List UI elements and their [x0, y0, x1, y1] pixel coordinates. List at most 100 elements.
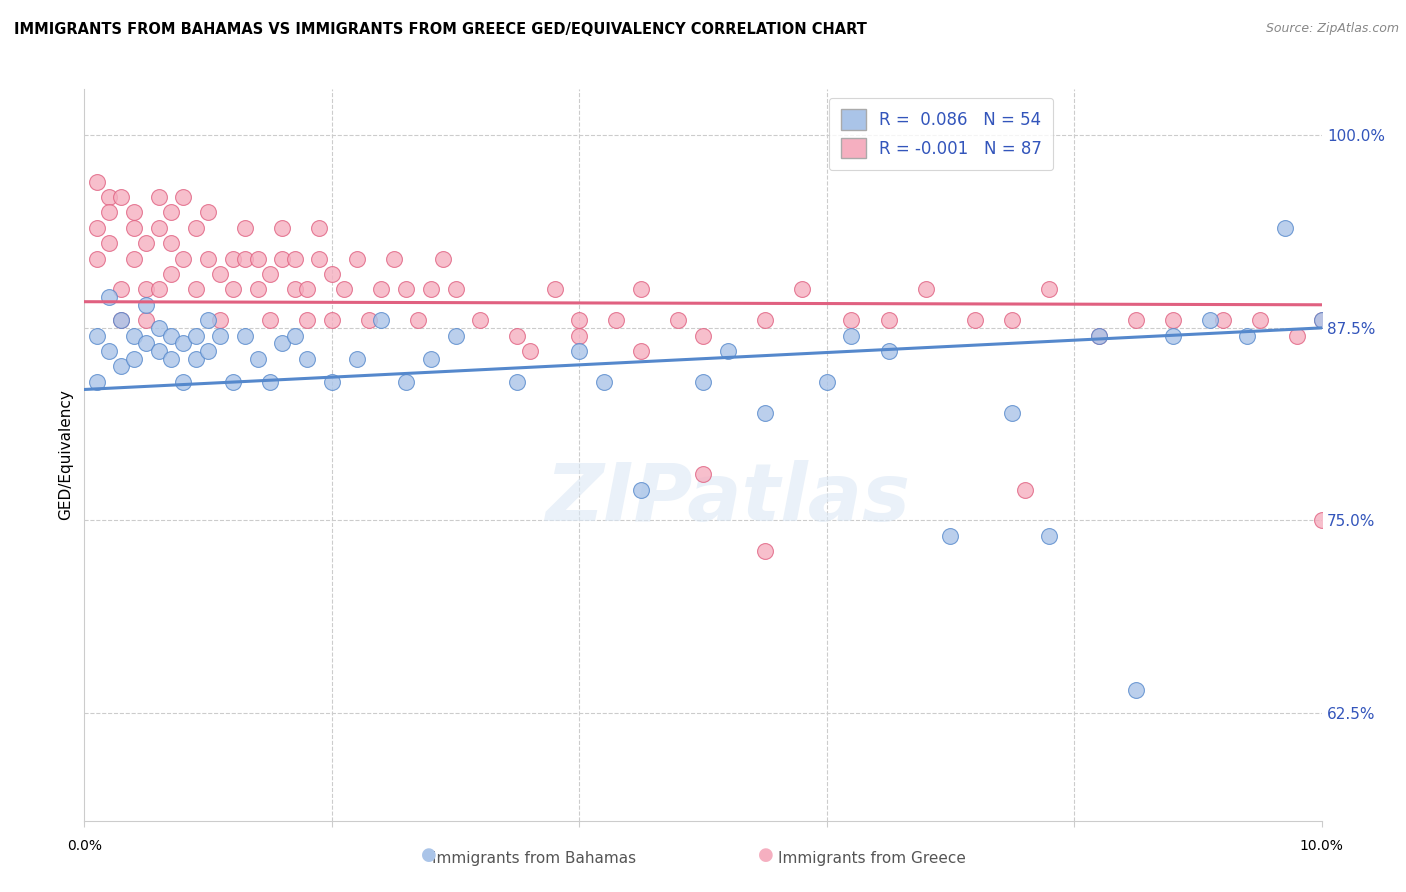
Point	[284, 252, 307, 266]
Point	[543, 282, 565, 296]
Point	[630, 282, 652, 296]
Point	[1310, 513, 1333, 527]
Point	[370, 313, 392, 327]
Point	[86, 175, 108, 189]
Point	[321, 375, 343, 389]
Point	[160, 205, 183, 219]
Point	[630, 343, 652, 358]
Point	[321, 267, 343, 281]
Point	[939, 529, 962, 543]
Point	[506, 328, 529, 343]
Point	[184, 220, 207, 235]
Point	[408, 313, 430, 327]
Point	[382, 252, 405, 266]
Point	[1038, 529, 1060, 543]
Point	[135, 336, 157, 351]
Point	[122, 328, 145, 343]
Point	[98, 290, 121, 304]
Point	[605, 313, 627, 327]
Point	[246, 282, 269, 296]
Point	[122, 205, 145, 219]
Point	[222, 252, 245, 266]
Point	[841, 313, 863, 327]
Point	[135, 236, 157, 251]
Point	[1125, 313, 1147, 327]
Point	[172, 375, 194, 389]
Point	[444, 328, 467, 343]
Point	[419, 282, 441, 296]
Point	[1236, 328, 1258, 343]
Point	[419, 351, 441, 366]
Point	[965, 313, 987, 327]
Text: Immigrants from Bahamas: Immigrants from Bahamas	[432, 852, 637, 866]
Text: 0.0%: 0.0%	[67, 839, 101, 853]
Point	[1088, 328, 1111, 343]
Point	[692, 467, 714, 482]
Point	[160, 267, 183, 281]
Text: Immigrants from Greece: Immigrants from Greece	[778, 852, 966, 866]
Point	[506, 375, 529, 389]
Point	[692, 375, 714, 389]
Point	[1249, 313, 1271, 327]
Point	[333, 282, 356, 296]
Point	[754, 313, 776, 327]
Text: IMMIGRANTS FROM BAHAMAS VS IMMIGRANTS FROM GREECE GED/EQUIVALENCY CORRELATION CH: IMMIGRANTS FROM BAHAMAS VS IMMIGRANTS FR…	[14, 22, 868, 37]
Point	[284, 328, 307, 343]
Point	[271, 336, 294, 351]
Point	[346, 252, 368, 266]
Point	[148, 220, 170, 235]
Point	[148, 321, 170, 335]
Point	[160, 236, 183, 251]
Point	[1310, 313, 1333, 327]
Point	[1038, 282, 1060, 296]
Point	[148, 190, 170, 204]
Point	[1125, 682, 1147, 697]
Point	[568, 313, 591, 327]
Point	[86, 220, 108, 235]
Point	[110, 313, 132, 327]
Point	[271, 252, 294, 266]
Point	[308, 252, 330, 266]
Point	[568, 343, 591, 358]
Point	[1310, 313, 1333, 327]
Point	[135, 298, 157, 312]
Point	[432, 252, 454, 266]
Point	[754, 544, 776, 558]
Point	[110, 190, 132, 204]
Point	[259, 313, 281, 327]
Point	[346, 351, 368, 366]
Point	[271, 220, 294, 235]
Point	[1014, 483, 1036, 497]
Point	[470, 313, 492, 327]
Point	[122, 252, 145, 266]
Point	[160, 328, 183, 343]
Point	[197, 205, 219, 219]
Point	[444, 282, 467, 296]
Point	[877, 313, 900, 327]
Point	[197, 252, 219, 266]
Point	[172, 252, 194, 266]
Point	[1161, 313, 1184, 327]
Point	[630, 483, 652, 497]
Point	[1001, 313, 1024, 327]
Point	[1001, 406, 1024, 420]
Point	[321, 313, 343, 327]
Point	[209, 313, 232, 327]
Point	[666, 313, 689, 327]
Point	[370, 282, 392, 296]
Point	[110, 359, 132, 374]
Text: Source: ZipAtlas.com: Source: ZipAtlas.com	[1265, 22, 1399, 36]
Point	[233, 328, 256, 343]
Point	[222, 375, 245, 389]
Point	[209, 328, 232, 343]
Text: 10.0%: 10.0%	[1299, 839, 1344, 853]
Legend: R =  0.086   N = 54, R = -0.001   N = 87: R = 0.086 N = 54, R = -0.001 N = 87	[830, 97, 1053, 169]
Point	[395, 282, 418, 296]
Point	[259, 267, 281, 281]
Point	[184, 351, 207, 366]
Point	[295, 351, 318, 366]
Point	[914, 282, 936, 296]
Point	[841, 328, 863, 343]
Point	[1212, 313, 1234, 327]
Text: ZIPatlas: ZIPatlas	[546, 459, 910, 538]
